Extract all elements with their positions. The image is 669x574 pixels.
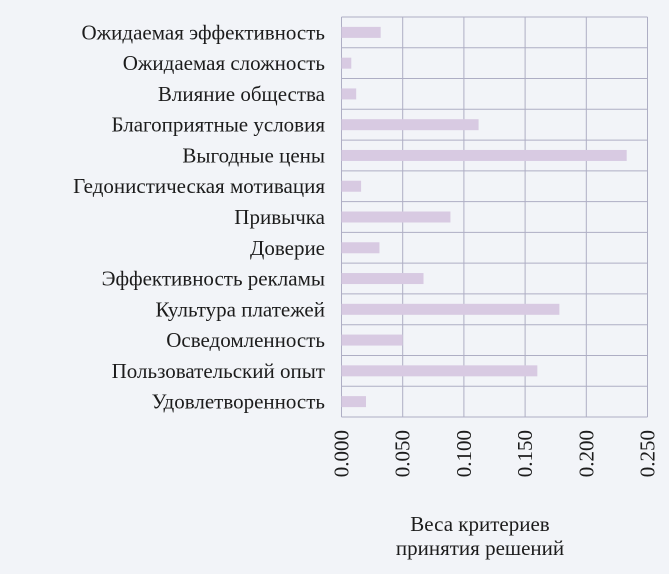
bar xyxy=(341,242,380,254)
x-tick-labels: 0.000 0.050 0.100 0.150 0.200 0.250 xyxy=(330,430,660,477)
x-axis-title-line-2: принятия решений xyxy=(396,536,564,560)
x-tick-label: 0.150 xyxy=(513,430,537,477)
x-axis-title-line-1: Веса критериев xyxy=(410,512,549,536)
category-label: Привычка xyxy=(234,205,325,229)
bar xyxy=(341,273,424,285)
bar xyxy=(341,211,451,223)
bar xyxy=(341,334,403,346)
grid xyxy=(341,16,648,418)
category-label: Удовлетворенность xyxy=(152,390,325,414)
x-tick-label: 0.100 xyxy=(452,430,476,477)
category-label: Гедонистическая мотивация xyxy=(73,174,325,198)
bar xyxy=(341,149,627,161)
bar xyxy=(341,57,352,69)
category-label: Пользовательский опыт xyxy=(112,359,325,383)
bars xyxy=(341,26,627,408)
category-label: Культура платежей xyxy=(155,297,325,321)
bar xyxy=(341,365,538,377)
category-labels: Ожидаемая эффективность Ожидаемая сложнос… xyxy=(73,20,326,413)
bar xyxy=(341,303,560,315)
category-label: Выгодные цены xyxy=(182,143,325,167)
bar xyxy=(341,119,479,131)
bar xyxy=(341,88,357,100)
x-tick-label: 0.000 xyxy=(330,430,354,477)
category-label: Ожидаемая сложность xyxy=(123,51,325,75)
category-label: Благоприятные условия xyxy=(111,113,325,137)
bar xyxy=(341,180,362,192)
x-tick-label: 0.200 xyxy=(574,430,598,477)
x-tick-label: 0.050 xyxy=(391,430,415,477)
category-label: Ожидаемая эффективность xyxy=(81,20,325,44)
bar xyxy=(341,26,381,38)
bar xyxy=(341,396,366,408)
category-label: Эффективность рекламы xyxy=(102,267,325,291)
category-label: Влияние общества xyxy=(158,82,326,106)
category-label: Осведомленность xyxy=(166,328,325,352)
x-tick-label: 0.250 xyxy=(636,430,660,477)
category-label: Доверие xyxy=(250,236,325,260)
